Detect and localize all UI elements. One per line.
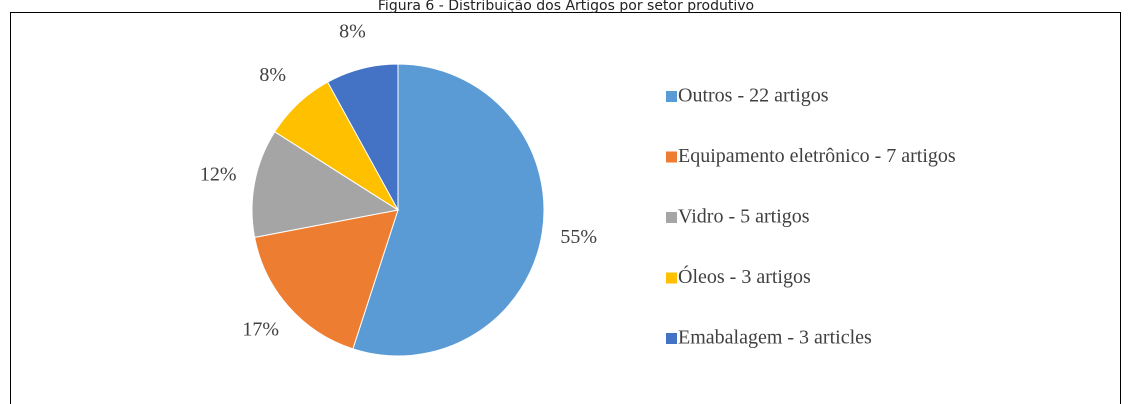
- data-label: 8%: [339, 20, 366, 42]
- data-label: 8%: [259, 64, 286, 86]
- data-label: 12%: [200, 163, 237, 185]
- pie-slice: [352, 63, 545, 357]
- pie-slice: [326, 63, 399, 211]
- legend-label: Equipamento eletrônico - 7 artigos: [678, 145, 956, 167]
- data-label: 55%: [560, 226, 597, 248]
- legend-label: Outros - 22 artigos: [678, 85, 829, 107]
- legend-swatch: [666, 212, 677, 223]
- pie-slice: [251, 131, 400, 238]
- legend-swatch: [666, 91, 677, 102]
- legend-label: Emabalagem - 3 articles: [678, 327, 872, 349]
- chart-frame: [10, 12, 1121, 404]
- legend-swatch: [666, 333, 677, 344]
- pie-slice: [254, 209, 399, 350]
- legend-swatch: [666, 151, 677, 163]
- legend-label: Vidro - 5 artigos: [678, 206, 810, 228]
- data-label: 17%: [242, 319, 279, 341]
- legend-swatch: [666, 272, 677, 284]
- legend-label: Óleos - 3 artigos: [678, 264, 811, 288]
- chart-title: Figura 6 - Distribuição dos Artigos por …: [378, 0, 754, 14]
